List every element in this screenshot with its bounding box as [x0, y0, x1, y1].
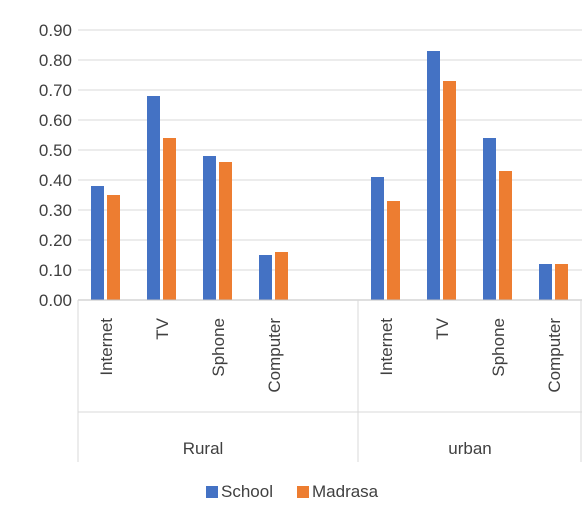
bar-school: [91, 186, 104, 300]
bar-madrasa: [555, 264, 568, 300]
category-label: Computer: [545, 318, 564, 393]
category-label: Computer: [265, 318, 284, 393]
bar-school: [371, 177, 384, 300]
bar-school: [147, 96, 160, 300]
y-tick-label: 0.00: [39, 291, 72, 310]
bar-school: [259, 255, 272, 300]
legend-label: School: [221, 482, 273, 501]
bar-school: [427, 51, 440, 300]
bar-school: [203, 156, 216, 300]
category-label: TV: [433, 317, 452, 339]
bars: [91, 51, 568, 300]
y-tick-label: 0.20: [39, 231, 72, 250]
bar-madrasa: [275, 252, 288, 300]
y-tick-label: 0.10: [39, 261, 72, 280]
bar-madrasa: [499, 171, 512, 300]
y-tick-label: 0.40: [39, 171, 72, 190]
y-tick-label: 0.70: [39, 81, 72, 100]
category-label: Sphone: [489, 318, 508, 377]
group-label: Rural: [183, 439, 224, 458]
bar-madrasa: [163, 138, 176, 300]
y-tick-label: 0.80: [39, 51, 72, 70]
y-tick-label: 0.90: [39, 21, 72, 40]
bar-school: [483, 138, 496, 300]
category-label: Internet: [97, 318, 116, 376]
axes: [77, 299, 582, 462]
bar-madrasa: [219, 162, 232, 300]
y-tick-label: 0.30: [39, 201, 72, 220]
legend-label: Madrasa: [312, 482, 379, 501]
category-label: Sphone: [209, 318, 228, 377]
legend: School Madrasa: [206, 482, 379, 501]
bar-madrasa: [387, 201, 400, 300]
legend-swatch-school: [206, 486, 218, 498]
bar-madrasa: [443, 81, 456, 300]
group-label: urban: [448, 439, 491, 458]
bar-school: [539, 264, 552, 300]
legend-swatch-madrasa: [297, 486, 309, 498]
category-label: Internet: [377, 318, 396, 376]
y-tick-label: 0.60: [39, 111, 72, 130]
y-tick-label: 0.50: [39, 141, 72, 160]
bar-madrasa: [107, 195, 120, 300]
labels: 0.00 0.10 0.20 0.30 0.40 0.50 0.60 0.70 0.80 0.90…: [39, 21, 564, 458]
gridlines: [78, 29, 582, 271]
category-label: TV: [153, 317, 172, 339]
